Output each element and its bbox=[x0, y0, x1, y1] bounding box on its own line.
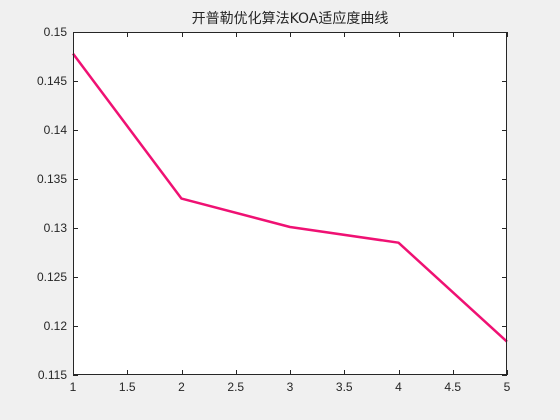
y-tick-label: 0.125 bbox=[37, 270, 67, 284]
x-tick-label: 3.5 bbox=[336, 380, 353, 394]
x-tick-label: 5 bbox=[504, 380, 511, 394]
x-tick-label: 3 bbox=[287, 380, 294, 394]
y-tick-label: 0.13 bbox=[44, 221, 68, 235]
series-line bbox=[71, 52, 508, 343]
x-tick-label: 2.5 bbox=[227, 380, 244, 394]
x-tick-label: 4 bbox=[395, 380, 402, 394]
y-tick-label: 0.12 bbox=[44, 319, 68, 333]
x-tick-label: 2 bbox=[178, 380, 185, 394]
y-tick-label: 0.135 bbox=[37, 172, 67, 186]
axes-box bbox=[73, 32, 507, 375]
y-tick-label: 0.14 bbox=[44, 123, 68, 137]
tick-labels: 1 1.5 2 2.5 3 3.5 4 4.5 5 0.115 0.12 0.125 0.13 0.135… bbox=[37, 25, 511, 394]
chart-title: 开普勒优化算法KOA适应度曲线 bbox=[192, 10, 389, 27]
x-tick-label: 1.5 bbox=[119, 380, 136, 394]
y-tick-label: 0.145 bbox=[37, 74, 67, 88]
x-tick-label: 1 bbox=[70, 380, 77, 394]
plot-area bbox=[73, 32, 507, 375]
x-tick-label: 4.5 bbox=[444, 380, 461, 394]
series-group bbox=[71, 52, 508, 343]
y-tick-label: 0.15 bbox=[44, 25, 68, 39]
y-tick-label: 0.115 bbox=[38, 368, 67, 382]
